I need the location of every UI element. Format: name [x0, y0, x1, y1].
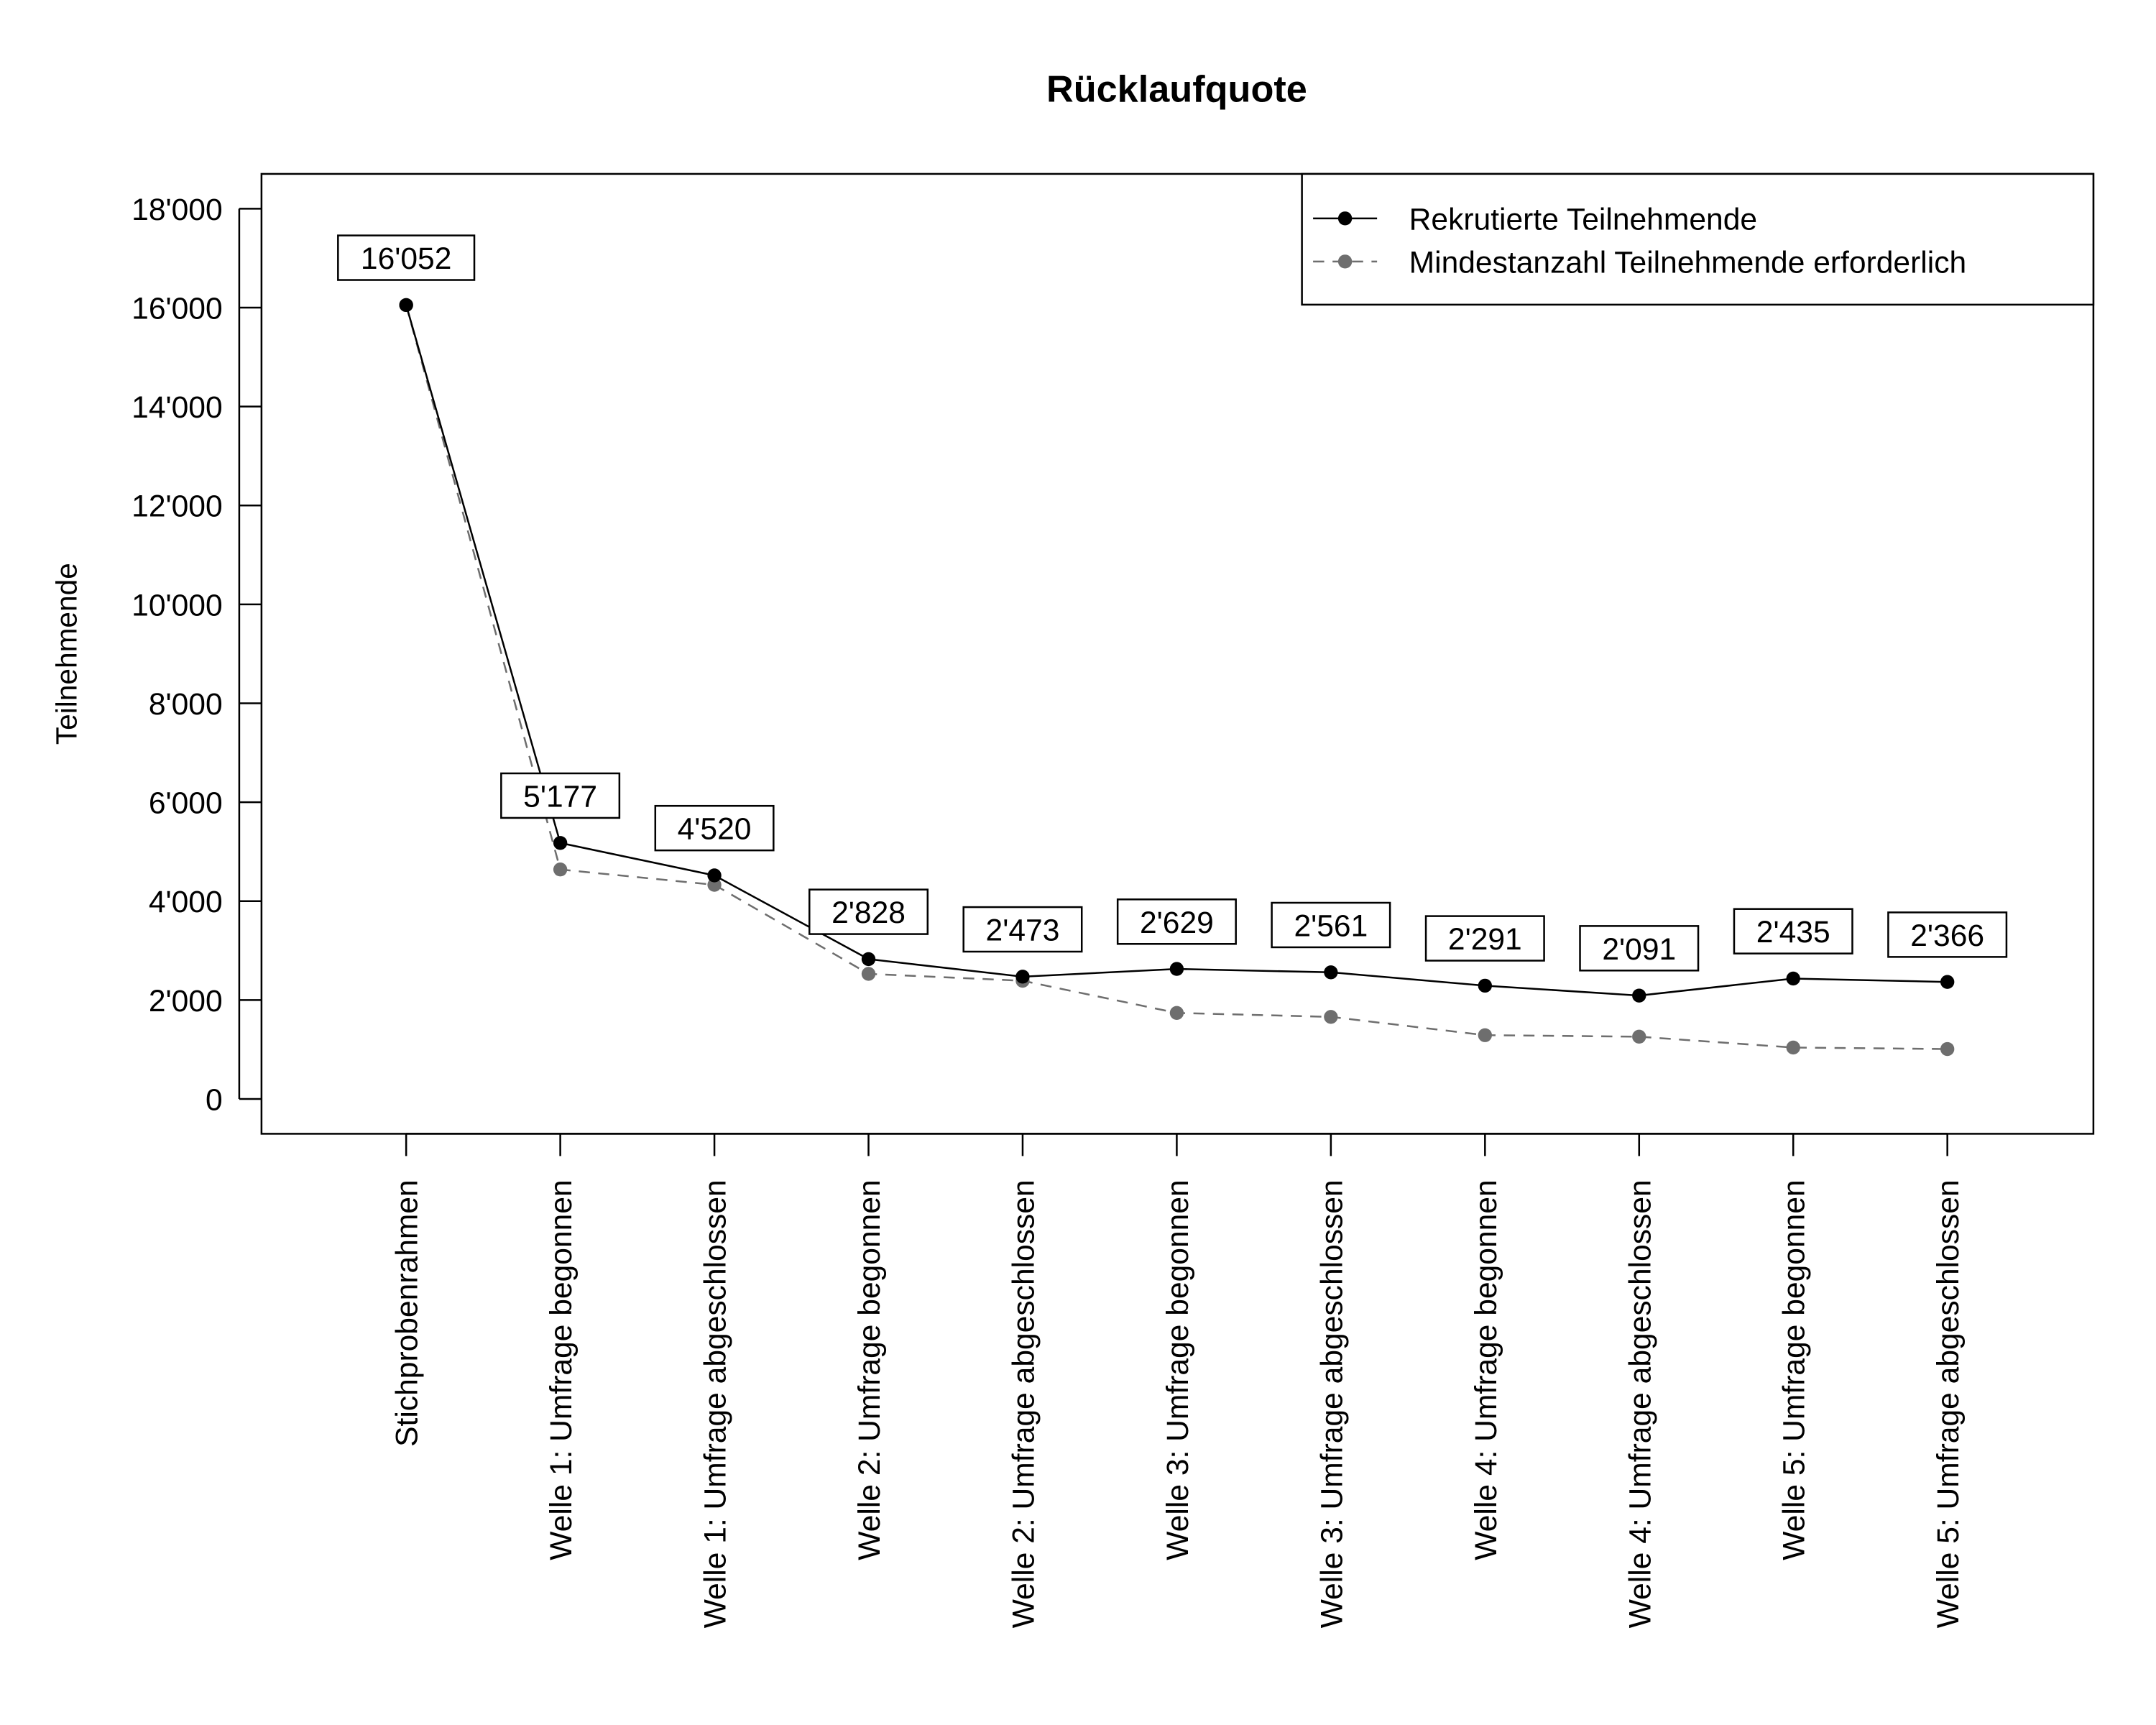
y-tick-label: 10'000	[132, 588, 223, 622]
data-label: 16'052	[361, 242, 452, 276]
data-point-0	[553, 836, 568, 850]
data-label-box	[1887, 911, 2008, 958]
x-tick-label: Welle 4: Umfrage abgeschlossen	[1623, 1179, 1657, 1628]
x-tick-label: Stichprobenrahmen	[390, 1179, 425, 1447]
legend-label-recruited: Rekrutierte Teilnehmende	[1409, 202, 1757, 236]
series-line-0	[405, 305, 1948, 997]
data-label-box	[654, 804, 775, 852]
data-label-box	[1579, 925, 1700, 972]
data-label: 2'091	[1602, 932, 1676, 967]
y-tick-label: 0	[206, 1083, 223, 1118]
data-point-0	[399, 298, 413, 313]
data-label: 2'473	[986, 914, 1060, 948]
data-point-1	[1324, 1010, 1338, 1024]
x-tick-label: Welle 5: Umfrage abgeschlossen	[1931, 1179, 1966, 1628]
data-label-box	[808, 888, 929, 935]
legend-label-minimum: Mindestanzahl Teilnehmende erforderlich	[1409, 245, 1967, 280]
data-point-0	[1786, 971, 1800, 986]
data-point-0	[1632, 988, 1646, 1003]
data-point-1	[553, 862, 568, 877]
y-tick-label: 18'000	[132, 193, 223, 227]
data-point-0	[1478, 978, 1492, 993]
data-point-1	[1169, 1006, 1184, 1020]
data-point-1	[1940, 1041, 1955, 1057]
y-axis-label: Teilnehmende	[50, 563, 83, 745]
y-tick-label: 12'000	[132, 489, 223, 524]
data-point-0	[1015, 970, 1030, 984]
legend-marker-recruited	[1337, 211, 1353, 226]
data-point-1	[1786, 1040, 1800, 1055]
y-tick-label: 6'000	[149, 786, 223, 821]
data-label: 2'291	[1448, 922, 1522, 957]
data-point-0	[861, 952, 876, 967]
x-tick-label: Welle 3: Umfrage abgeschlossen	[1314, 1179, 1349, 1628]
y-tick-label: 2'000	[149, 984, 223, 1018]
x-tick-label: Welle 5: Umfrage begonnen	[1777, 1179, 1812, 1560]
y-tick-label: 4'000	[149, 885, 223, 919]
data-label-box	[962, 906, 1083, 953]
data-point-1	[1478, 1028, 1492, 1042]
data-label: 2'629	[1140, 906, 1214, 940]
data-label: 2'828	[831, 896, 906, 930]
data-label-box	[1271, 901, 1391, 949]
y-tick-label: 16'000	[132, 291, 223, 326]
data-label: 2'435	[1756, 915, 1830, 949]
y-tick-label: 14'000	[132, 390, 223, 425]
y-tick-label: 8'000	[149, 687, 223, 722]
data-label: 5'177	[523, 779, 597, 814]
data-point-1	[861, 967, 876, 981]
data-label-box	[1424, 915, 1545, 962]
data-label-box	[1116, 898, 1237, 945]
data-label-box	[500, 772, 621, 819]
data-point-0	[1169, 962, 1184, 976]
legend: Rekrutierte Teilnehmende Mindestanzahl T…	[1301, 172, 2095, 306]
x-tick-label: Welle 1: Umfrage abgeschlossen	[699, 1179, 733, 1628]
data-label: 4'520	[678, 812, 752, 847]
data-label: 2'561	[1294, 908, 1368, 943]
data-label-box	[1733, 908, 1853, 954]
x-tick-label: Welle 3: Umfrage begonnen	[1161, 1179, 1195, 1560]
data-point-0	[707, 868, 722, 883]
data-label: 2'366	[1910, 919, 1984, 953]
legend-marker-minimum	[1337, 254, 1353, 269]
data-label-box	[337, 234, 476, 281]
plot-area	[260, 172, 2095, 1135]
x-tick-label: Welle 4: Umfrage begonnen	[1469, 1179, 1503, 1560]
x-tick-label: Welle 2: Umfrage begonnen	[852, 1179, 887, 1560]
data-point-1	[1632, 1029, 1646, 1044]
data-point-0	[1940, 975, 1955, 989]
chart-title: Rücklaufquote	[1046, 68, 1307, 110]
data-point-0	[1324, 965, 1338, 980]
x-tick-label: Welle 2: Umfrage abgeschlossen	[1006, 1179, 1041, 1628]
x-tick-label: Welle 1: Umfrage begonnen	[544, 1179, 579, 1560]
